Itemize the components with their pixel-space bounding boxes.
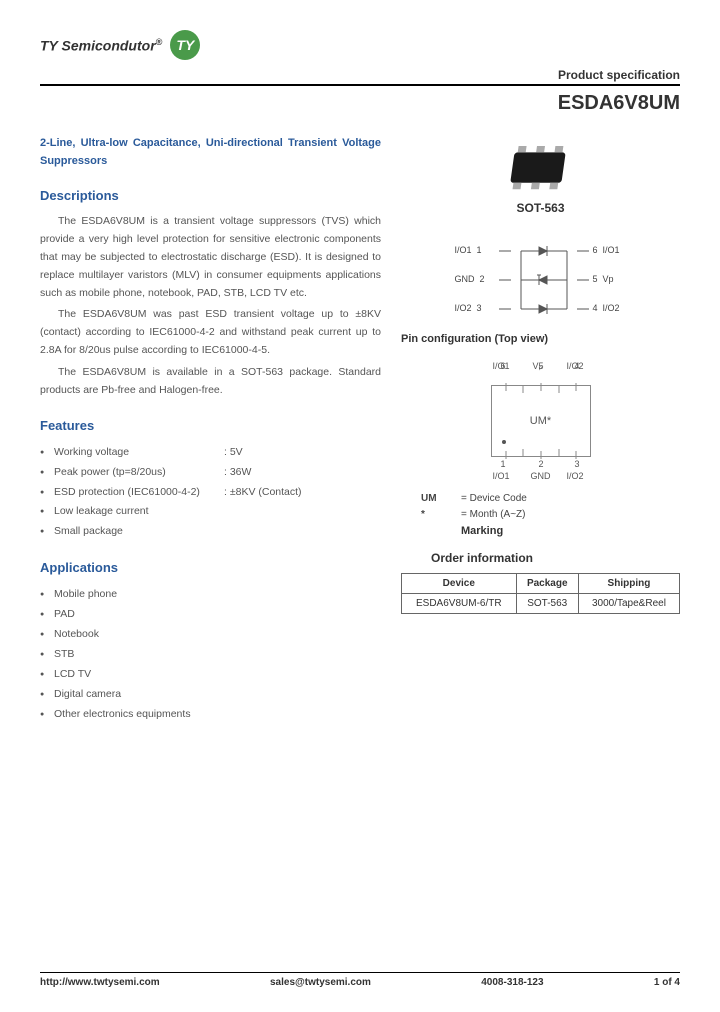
description-para: The ESDA6V8UM is a transient voltage sup…	[40, 213, 381, 302]
spec-label: Product specification	[40, 68, 680, 86]
descriptions-heading: Descriptions	[40, 188, 381, 203]
product-subtitle: 2-Line, Ultra-low Capacitance, Uni-direc…	[40, 135, 381, 170]
page-footer: http://www.twtysemi.com sales@twtysemi.c…	[40, 972, 680, 988]
part-number: ESDA6V8UM	[40, 92, 680, 115]
package-name: SOT-563	[516, 201, 564, 215]
brand-logo: TY	[170, 30, 200, 60]
marking-title: Marking	[461, 525, 680, 537]
description-para: The ESDA6V8UM is available in a SOT-563 …	[40, 364, 381, 400]
features-heading: Features	[40, 418, 381, 433]
footer-email: sales@twtysemi.com	[270, 977, 371, 988]
package-image: SOT-563	[401, 145, 680, 215]
footer-page: 1 of 4	[654, 977, 680, 988]
pin-config-block: I/O1 1 GND 2 I/O2 3 6 I/O1 5 Vp 4 I/O2 P…	[401, 235, 680, 345]
footer-phone: 4008-318-123	[481, 977, 543, 988]
order-heading: Order information	[431, 551, 680, 565]
marking-legend: UM= Device Code *= Month (A~Z)	[421, 491, 680, 523]
features-list: Working voltage5V Peak power (tp=8/20us)…	[40, 443, 381, 543]
footer-url: http://www.twtysemi.com	[40, 977, 160, 988]
chip-icon	[501, 145, 581, 195]
description-para: The ESDA6V8UM was past ESD transient vol…	[40, 306, 381, 360]
applications-heading: Applications	[40, 560, 381, 575]
pin-config-caption: Pin configuration (Top view)	[401, 333, 680, 345]
order-table: Device Package Shipping ESDA6V8UM-6/TR S…	[401, 573, 680, 614]
brand-name: TY Semicondutor®	[40, 37, 162, 54]
marking-diagram: I/O1 Vₚ I/O2 6 5 4 UM*	[461, 361, 621, 481]
applications-list: Mobile phone PAD Notebook STB LCD TV Dig…	[40, 585, 381, 725]
